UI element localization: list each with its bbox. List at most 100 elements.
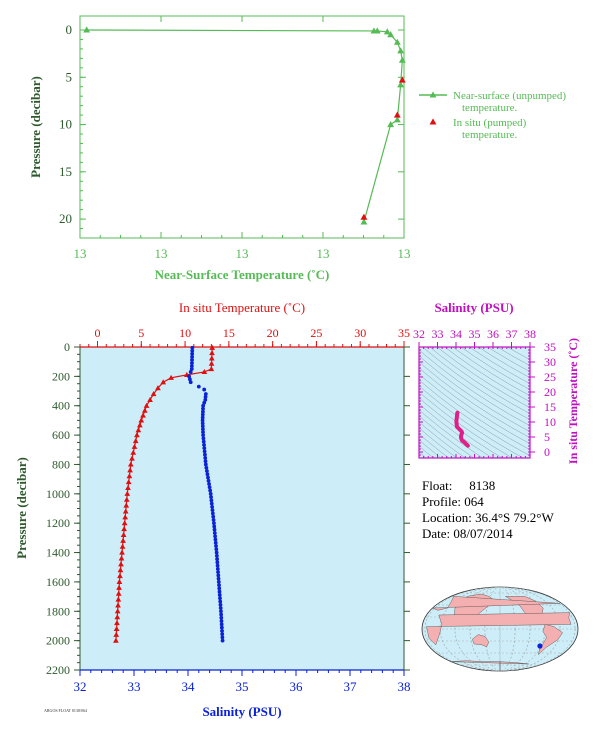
- profile-pressure-tick-label: 1000: [46, 487, 70, 501]
- profile-pressure-tick-label: 1200: [46, 516, 70, 530]
- profile-temperature-tick-label: 20: [267, 326, 279, 340]
- salinity-profile-point: [190, 354, 194, 359]
- salinity-profile-point: [216, 573, 221, 578]
- near-surface-temperature-point: [373, 27, 381, 34]
- ts-density-contour: [419, 355, 530, 432]
- ts-density-contour: [419, 367, 530, 444]
- world-map: [421, 586, 579, 672]
- near-surface-plot-frame: [79, 15, 405, 239]
- temperature-profile-point: [124, 490, 131, 496]
- temperature-profile-point: [155, 385, 161, 391]
- profile-salinity-tick-label: 38: [398, 679, 411, 694]
- near-surface-series: [83, 26, 406, 225]
- salinity-profile-point: [203, 456, 208, 460]
- salinity-profile-point: [217, 583, 221, 588]
- temperature-profile-point: [160, 379, 167, 385]
- ts-temperature-tick-label: 30: [544, 355, 556, 369]
- date-row: Date: 08/07/2014: [422, 526, 554, 542]
- temperature-profile-point: [120, 537, 126, 543]
- map-meridian: [469, 587, 531, 671]
- profile-salinity-tick-label: 34: [182, 679, 196, 694]
- profile-label: Profile:: [422, 494, 461, 509]
- salinity-profile-point: [202, 400, 207, 405]
- map-land-europe: [432, 596, 561, 611]
- salinity-profile-point: [205, 469, 209, 473]
- salinity-profile-point: [214, 550, 219, 555]
- ts-density-contour: [419, 385, 524, 458]
- near-surface-axes: 13 13 13 13 13 0 5 10 15 20: [59, 15, 411, 261]
- location-row: Location: 36.4°S 79.2°W: [422, 510, 554, 526]
- ts-density-contour: [419, 439, 442, 458]
- temperature-profile-point: [119, 543, 126, 549]
- salinity-profile-point: [210, 511, 215, 516]
- profile-salinity-tick-label: 32: [74, 679, 87, 694]
- ts-density-contour: [419, 421, 466, 458]
- salinity-profile-point: [219, 612, 224, 617]
- temperature-profile-point: [118, 561, 124, 567]
- ts-density-contour: [419, 349, 530, 426]
- temperature-profile-point: [117, 567, 124, 573]
- salinity-profile-point: [218, 596, 222, 601]
- profile-salinity-tick-label: 37: [344, 679, 358, 694]
- salinity-profile-point: [203, 462, 208, 467]
- profile-y-axis-label: Pressure (decibar): [14, 457, 29, 559]
- salinity-profile-point: [212, 524, 217, 529]
- ts-salinity-tick-label: 37: [506, 327, 518, 341]
- legend-marker-in-situ: [429, 118, 437, 125]
- map-land-south-america: [538, 624, 563, 656]
- salinity-profile-point: [188, 380, 193, 385]
- temperature-profile-point: [118, 555, 125, 561]
- temperature-profile-point: [121, 526, 127, 532]
- salinity-profile-point: [202, 442, 206, 447]
- temperature-profile-point: [135, 427, 142, 433]
- salinity-profile-point: [189, 367, 194, 371]
- temperature-profile-point: [114, 608, 121, 614]
- ts-temperature-tick-label: 25: [544, 370, 556, 384]
- profile-salinity-tick-label: 33: [128, 679, 141, 694]
- ts-density-contour: [419, 361, 530, 438]
- near-surface-temperature-point: [387, 31, 395, 38]
- salinity-profile-point: [190, 351, 195, 356]
- float-value: 8138: [469, 478, 496, 493]
- salinity-profile-point: [216, 570, 220, 575]
- near-surface-y-tick-label: 15: [59, 164, 72, 179]
- temperature-profile-point: [147, 396, 153, 402]
- profile-chart: 0 5 10 15 20 25 30 35 32 33 34 35 36 37 38 0 200 400 600 80…: [14, 300, 411, 719]
- profile-plot-frame: [80, 347, 404, 670]
- float-id-row: Float: 8138: [422, 478, 554, 494]
- salinity-profile-point: [201, 406, 205, 411]
- salinity-profile-point: [203, 392, 208, 396]
- salinity-profile-point: [216, 580, 221, 584]
- salinity-profile-point: [217, 593, 222, 597]
- near-surface-temperature-point: [397, 47, 405, 54]
- in-situ-temperature-point: [398, 76, 406, 83]
- salinity-profile-point: [202, 446, 207, 451]
- salinity-profile-point: [203, 395, 208, 399]
- map-land-australia: [472, 634, 490, 647]
- salinity-profile-point: [219, 609, 223, 614]
- ts-salinity-tick-label: 38: [524, 327, 536, 341]
- temperature-profile-point: [117, 573, 123, 579]
- temperature-profile-point: [114, 620, 120, 626]
- salinity-profile-point: [190, 345, 195, 350]
- ts-salinity-tick-label: 34: [450, 327, 462, 341]
- near-surface-temperature-point: [83, 26, 91, 33]
- salinity-profile-point: [201, 439, 206, 444]
- salinity-profile-point: [219, 625, 224, 630]
- salinity-profile-point: [201, 433, 206, 437]
- temperature-profile-point: [120, 531, 127, 538]
- temperature-profile-point: [116, 584, 122, 590]
- near-surface-temperature-point: [360, 218, 368, 225]
- temperature-profile-point: [168, 374, 174, 380]
- profile-salinity-tick-label: 36: [290, 679, 304, 694]
- salinity-profile-point: [220, 632, 225, 637]
- salinity-profile-point: [215, 563, 220, 568]
- temperature-profile-point: [113, 637, 119, 643]
- profile-salinity-tick-label: 35: [236, 679, 249, 694]
- salinity-profile-point: [219, 615, 224, 620]
- ts-density-contour: [419, 409, 484, 458]
- salinity-profile-point: [189, 364, 194, 368]
- in-situ-temperature-point: [393, 111, 401, 118]
